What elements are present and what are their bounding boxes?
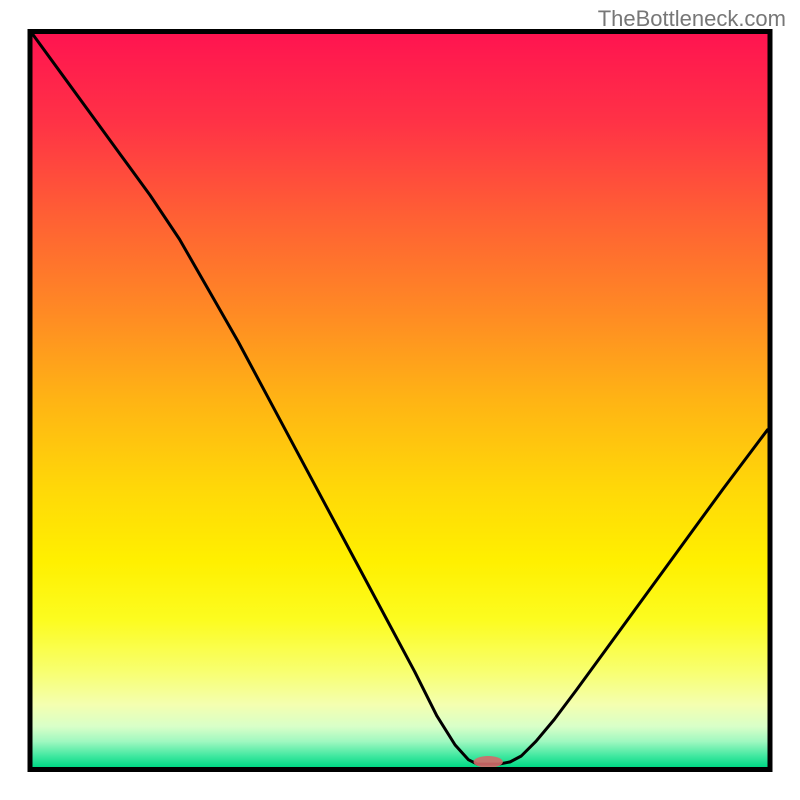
chart-svg (0, 0, 800, 800)
bottleneck-chart: TheBottleneck.com (0, 0, 800, 800)
optimal-marker (474, 756, 503, 768)
gradient-background (33, 34, 768, 767)
